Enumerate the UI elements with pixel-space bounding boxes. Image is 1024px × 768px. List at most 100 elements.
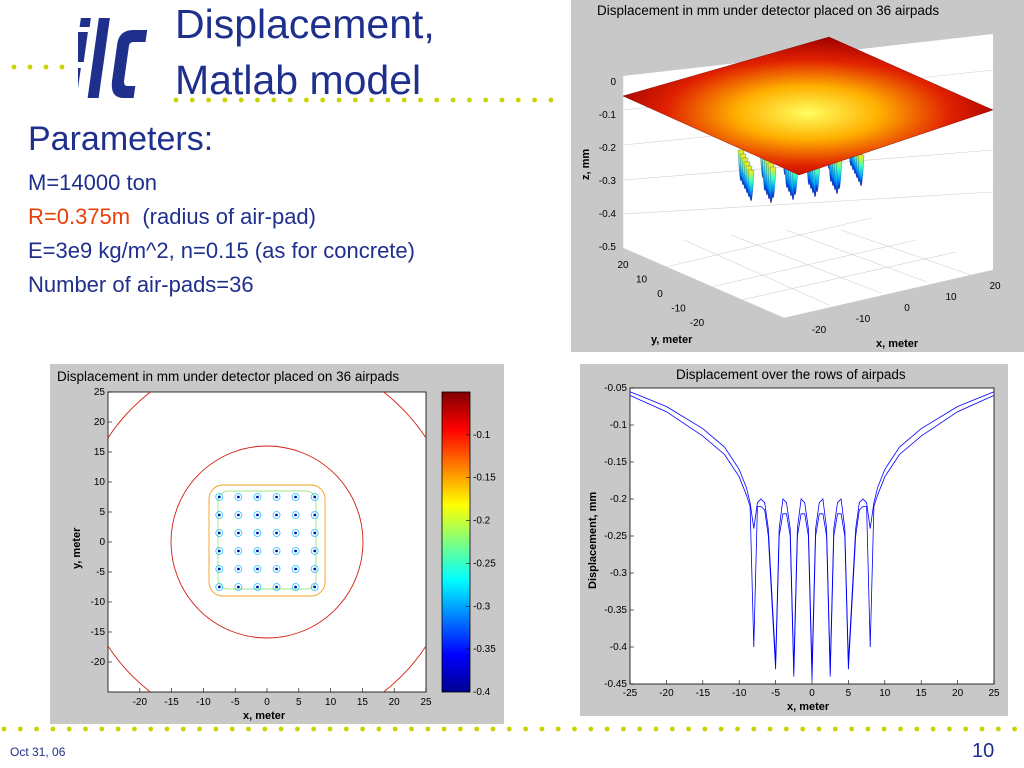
line-x-ticks: -25 -20 -15 -10 -5 0 5 10 15 20 25: [623, 680, 1000, 699]
contour-airpad-center: [275, 495, 278, 499]
contour-x-label: x, meter: [243, 710, 286, 722]
line-y-tick: -0.45: [604, 679, 627, 690]
line-x-tick: -20: [659, 688, 674, 699]
contour-airpad: [253, 547, 262, 555]
line-y-tick: -0.2: [610, 494, 628, 505]
contour-airpad: [272, 583, 281, 591]
contour-airpad-center: [256, 549, 259, 553]
contour-airpad: [291, 547, 300, 555]
contour-airpad-center: [275, 513, 278, 517]
contour-x-tick: 0: [264, 697, 270, 708]
contour-airpad: [234, 529, 243, 537]
contour-airpad: [253, 529, 262, 537]
contour-plot-area: [107, 391, 427, 693]
contour-airpad: [234, 493, 243, 501]
line-x-tick: 10: [879, 688, 891, 699]
contour-airpad-center: [294, 585, 298, 589]
surface-x-label: x, meter: [876, 338, 919, 350]
contour-plot-title: Displacement in mm under detector placed…: [57, 369, 400, 384]
contour-airpad: [215, 547, 224, 555]
contour-colorbar-tick: -0.1: [473, 430, 491, 441]
line-x-label: x, meter: [787, 701, 830, 713]
contour-airpad-center: [256, 567, 259, 571]
contour-x-tick: 15: [357, 697, 369, 708]
contour-airpad-center: [217, 513, 221, 517]
contour-airpad: [272, 547, 281, 555]
slide-title-line2: Matlab model: [175, 57, 422, 103]
contour-airpad: [253, 583, 262, 591]
surface-y-tick: -20: [690, 318, 705, 329]
contour-inner-box: [208, 484, 326, 597]
contour-plot: -20 -15 -10 -5 0 5 10 15 20 25 25 20 15 10 5 0 -5 -10 -15…: [71, 387, 496, 722]
param-radius-note: (radius of air-pad): [142, 204, 316, 229]
line-x-tick: -25: [623, 688, 638, 699]
line-plot-figure: Displacement over the rows of airpads -2…: [580, 364, 1008, 716]
line-plot-title: Displacement over the rows of airpads: [676, 367, 906, 382]
contour-colorbar-tick: -0.35: [473, 644, 496, 655]
contour-airpad: [310, 565, 319, 573]
surface-x-tick: -20: [812, 325, 827, 336]
line-plot: -25 -20 -15 -10 -5 0 5 10 15 20 25 -0.05-0.1-0.15-…: [587, 383, 1000, 713]
line-x-tick: 0: [809, 688, 815, 699]
contour-airpad-center: [294, 567, 298, 571]
surface-z-tick: -0.4: [599, 209, 617, 220]
contour-airpad-center: [236, 567, 240, 571]
surface-z-tick: -0.3: [599, 176, 617, 187]
surface-y-tick: 10: [636, 275, 648, 286]
surface-y-tick: 20: [617, 260, 629, 271]
contour-y-tick: 20: [94, 417, 106, 428]
contour-airpad: [215, 565, 224, 573]
surface-z-ticks: 0 -0.1 -0.2 -0.3 -0.4 -0.5: [599, 77, 617, 253]
slide-title-line1: Displacement,: [175, 1, 435, 47]
line-x-tick: 15: [916, 688, 928, 699]
contour-colorbar-tick: -0.2: [473, 516, 491, 527]
line-y-tick: -0.05: [604, 383, 627, 394]
ilc-logo: [65, 10, 158, 102]
surface-z-tick: -0.1: [599, 110, 617, 121]
contour-airpad-center: [256, 495, 259, 499]
line-y-label: Displacement, mm: [587, 492, 599, 589]
surface-sheet: [622, 36, 994, 176]
surface-plot: 0 -0.1 -0.2 -0.3 -0.4 -0.5 20 10 0 -10 -20 -20 -10…: [580, 34, 1001, 350]
line-x-tick: -5: [771, 688, 780, 699]
contour-airpad-center: [236, 585, 240, 589]
contour-airpad-center: [256, 585, 259, 589]
contour-y-tick: -10: [91, 597, 106, 608]
param-material: E=3e9 kg/m^2, n=0.15 (as for concrete): [28, 238, 415, 263]
line-y-tick: -0.1: [610, 420, 628, 431]
surface-plot-floor: [623, 230, 993, 318]
surface-spike: [857, 154, 865, 187]
contour-colorbar-tick: -0.15: [473, 473, 496, 484]
contour-airpad: [272, 511, 281, 519]
contour-airpad: [310, 547, 319, 555]
contour-airpad-center: [236, 549, 240, 553]
contour-x-tick: -15: [164, 697, 179, 708]
surface-x-tick: -10: [856, 314, 871, 325]
contour-x-tick: -20: [133, 697, 148, 708]
contour-airpad: [291, 565, 300, 573]
surface-x-tick: 10: [945, 292, 957, 303]
contour-airpad: [291, 529, 300, 537]
dot-row-left: [11, 64, 65, 70]
contour-airpad: [253, 493, 262, 501]
contour-airpad-center: [236, 495, 240, 499]
contour-x-tick: 10: [325, 697, 337, 708]
line-y-tick: -0.3: [610, 568, 628, 579]
surface-z-tick: -0.2: [599, 143, 617, 154]
surface-z-tick: 0: [610, 77, 616, 88]
contour-airpad: [291, 583, 300, 591]
contour-airpad: [253, 565, 262, 573]
contour-airpad-center: [313, 531, 317, 535]
line-y-tick: -0.25: [604, 531, 627, 542]
parameters-heading: Parameters:: [28, 120, 214, 158]
contour-airpad-center: [294, 549, 298, 553]
line-plot-area: [629, 387, 995, 685]
contour-airpad: [215, 511, 224, 519]
contour-colorbar-tick: -0.3: [473, 601, 491, 612]
contour-airpad: [215, 493, 224, 501]
contour-airpads: [215, 493, 319, 591]
line-y-ticks: -0.05 -0.1 -0.15 -0.2 -0.25 -0.3 -0.35 -0.4 -0.4…: [604, 383, 634, 690]
line-x-tick: -10: [732, 688, 747, 699]
contour-airpad-center: [275, 567, 278, 571]
contour-airpad: [215, 583, 224, 591]
